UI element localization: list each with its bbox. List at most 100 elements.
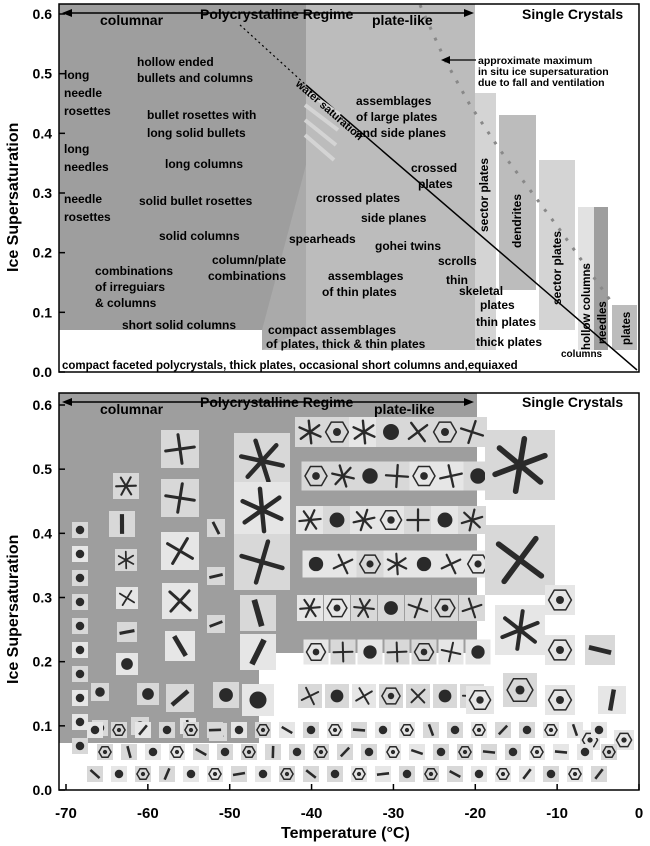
bottom-plate-like-label: plate-like [374, 401, 435, 417]
svg-text:and side planes: and side planes [356, 126, 446, 140]
bottom-y-tick-label: 0.2 [33, 654, 53, 670]
crystal-photo [433, 744, 449, 760]
crystal-photo [432, 595, 458, 621]
dark-columnar-region [59, 4, 308, 330]
crystal-photo [207, 722, 223, 738]
bottom-arrow-right-head [464, 398, 474, 406]
crystal-photo [91, 683, 109, 701]
bottom-y-tick-label: 0.5 [33, 461, 53, 477]
x-tick-label: -20 [464, 805, 486, 822]
poly-arrow-right-head [464, 9, 474, 17]
habit-needles: needles [597, 301, 609, 344]
crystal-photo [545, 585, 575, 615]
crystal-photo [495, 605, 545, 655]
svg-text:of thin plates: of thin plates [322, 285, 397, 299]
crystal-photo [111, 766, 127, 782]
crystal-photo [255, 766, 271, 782]
top-y-tick-label: 0.0 [33, 364, 53, 380]
svg-text:rosettes: rosettes [64, 210, 111, 224]
crystal-photo [193, 744, 209, 760]
crystal-photo [234, 482, 290, 538]
crystal-photo [543, 766, 559, 782]
crystal-photo [403, 417, 433, 447]
bottom-band-region [59, 350, 639, 372]
crystal-photo [405, 595, 431, 621]
crystal-photo [303, 722, 319, 738]
crystal-photo [161, 532, 199, 570]
bottom-poly-regime-label: Polycrystalline Regime [200, 394, 354, 410]
crystal-photo [382, 461, 412, 491]
crystal-photo [72, 666, 88, 682]
crystal-photo [72, 594, 88, 610]
crystal-photo [457, 744, 473, 760]
crystal-photo [349, 417, 379, 447]
crystal-photo [328, 461, 358, 491]
crystal-photo [529, 744, 545, 760]
crystal-photo [295, 417, 325, 447]
crystal-photo [351, 595, 377, 621]
top-panel: columnar Polycrystalline Regime plate-li… [5, 3, 640, 380]
crystal-photo [458, 506, 486, 534]
habit-thick-plates: thick plates [476, 335, 542, 349]
crystal-photo [297, 595, 323, 621]
crystal-photo [166, 684, 194, 712]
crystal-photo [351, 722, 367, 738]
x-tick-label: -10 [546, 805, 568, 822]
crystal-photo [72, 738, 88, 754]
crystal-photo [404, 506, 432, 534]
bottom-single-crystals-label: Single Crystals [522, 394, 623, 410]
crystal-photo [159, 722, 175, 738]
crystal-photo [543, 722, 559, 738]
max-annotation: approximate maximum in situ ice supersat… [478, 55, 609, 89]
crystal-photo [111, 722, 127, 738]
x-axis: -70 -60 -50 -40 -30 -20 -10 0 [55, 784, 643, 822]
transition-wedge [262, 165, 306, 350]
habit-columns: columns [561, 349, 603, 360]
crystal-photo [375, 722, 391, 738]
crystal-photo [72, 618, 88, 634]
crystal-photo [72, 522, 88, 538]
crystal-photo [591, 766, 607, 782]
crystal-photo [375, 766, 391, 782]
svg-text:long solid bullets: long solid bullets [147, 126, 246, 140]
crystal-photo [399, 722, 415, 738]
svg-text:rosettes: rosettes [64, 104, 111, 118]
crystal-photo [116, 653, 138, 675]
crystal-photo [329, 550, 357, 578]
habit-spearheads: spearheads [289, 232, 356, 246]
habit-compact-assemblages: compact assemblages [268, 323, 396, 337]
habit-long-needles: long [64, 142, 89, 156]
crystal-photo [459, 595, 485, 621]
crystal-photo [430, 417, 460, 447]
svg-text:needle: needle [64, 86, 102, 100]
crystal-photo [376, 417, 406, 447]
crystal-photo [406, 684, 430, 708]
crystal-photo [137, 683, 159, 705]
habit-scrolls: scrolls [438, 254, 477, 268]
crystal-photo [279, 766, 295, 782]
bottom-y-axis: 0.0 0.1 0.2 0.3 0.4 0.5 0.6 [33, 397, 65, 798]
crystal-photo [567, 766, 583, 782]
crystal-photo [231, 766, 247, 782]
crystal-photo [601, 744, 617, 760]
crystal-photo [302, 550, 330, 578]
x-tick-label: 0 [635, 805, 643, 822]
crystal-photo [379, 684, 403, 708]
max-supersaturation-curve [418, 4, 612, 301]
crystal-photo [553, 744, 569, 760]
crystal-photo [207, 615, 225, 633]
crystal-photo [87, 766, 103, 782]
water-saturation-line-solid [305, 84, 638, 371]
crystal-photo [437, 550, 465, 578]
crystal-photo [97, 744, 113, 760]
crystal-photo [135, 766, 151, 782]
habit-large-plates: assemblages [356, 94, 432, 108]
crystal-photo [485, 525, 555, 595]
crystal-photo [325, 684, 349, 708]
crystal-photo [213, 682, 239, 708]
habit-solid-bullet-rosettes: solid bullet rosettes [139, 194, 253, 208]
bottom-arrow-left-head [62, 398, 72, 406]
habit-long-needle-rosettes: long [64, 68, 89, 82]
crystal-photo [231, 722, 247, 738]
